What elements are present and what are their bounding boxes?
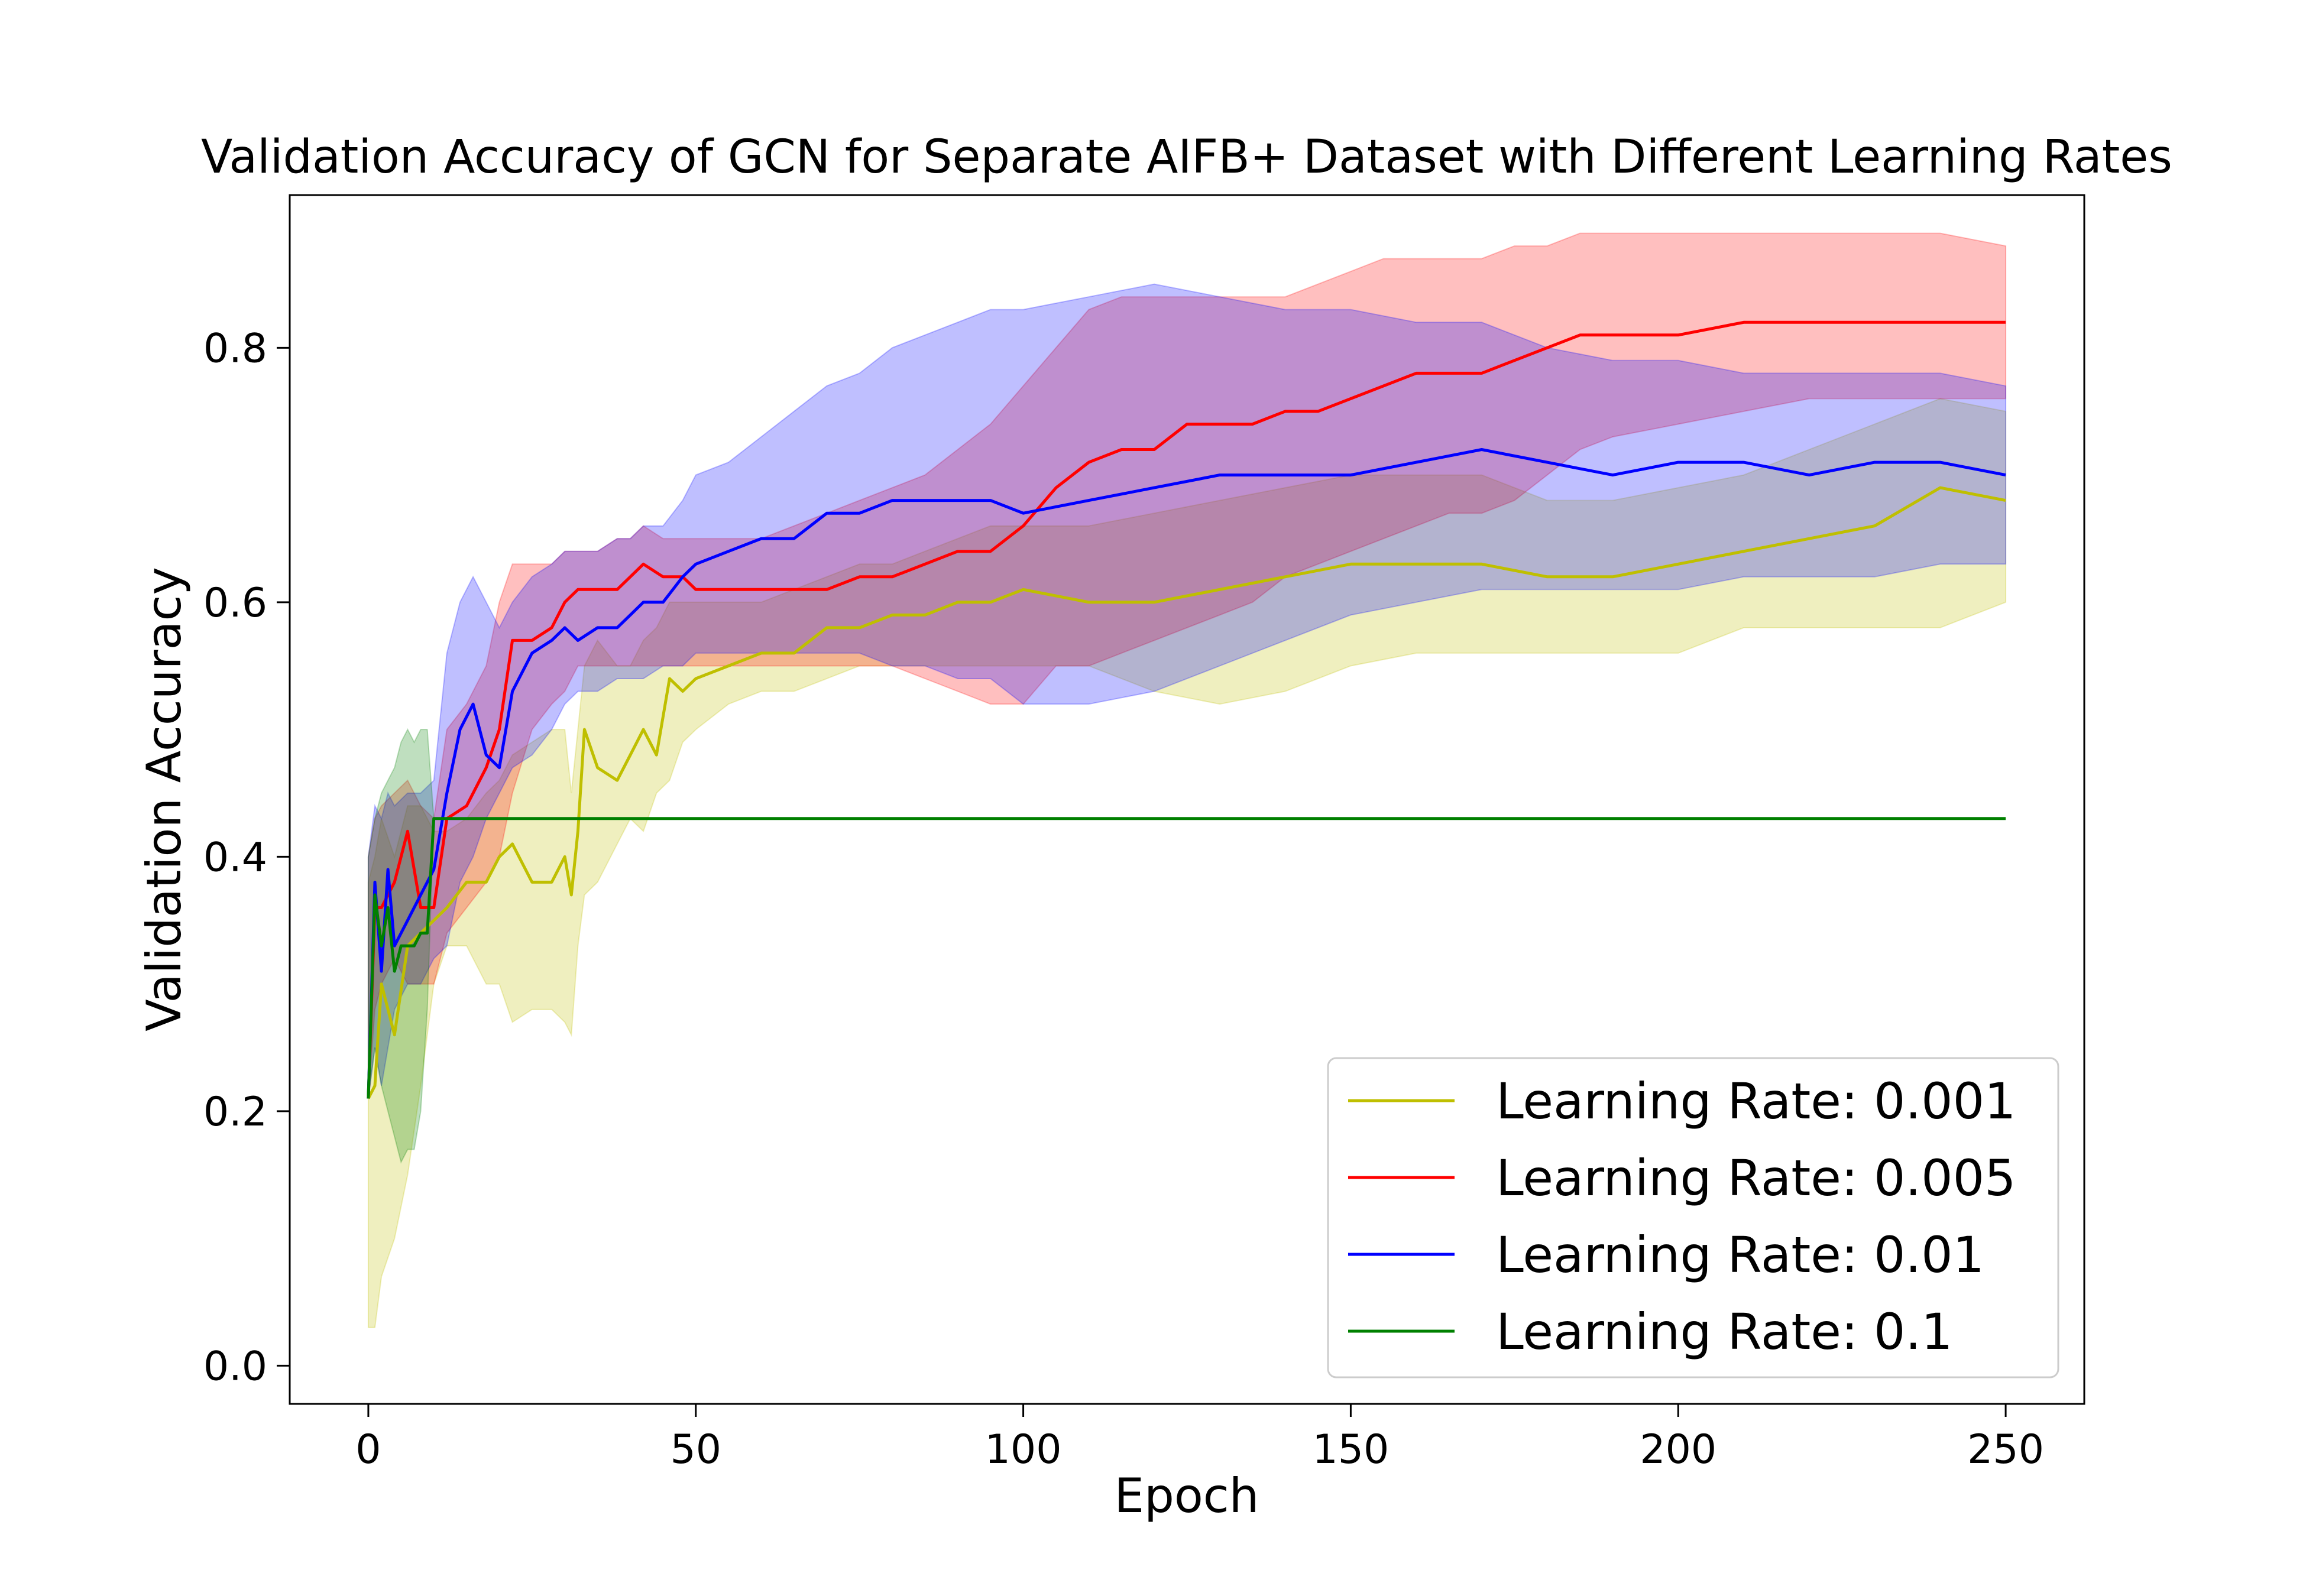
y-tick-label: 0.2 — [203, 1089, 267, 1136]
series-lines — [367, 320, 2006, 1099]
series-line-3 — [367, 817, 2006, 1099]
series-line-0 — [367, 486, 2006, 1099]
legend-box — [1327, 1057, 2059, 1378]
y-tick-label: 0.6 — [203, 580, 267, 627]
series-band-1 — [367, 232, 2007, 1099]
legend-label-0: Learning Rate: 0.001 — [1496, 1072, 2016, 1130]
x-tick-label: 250 — [1967, 1426, 2044, 1473]
legend-label-3: Learning Rate: 0.1 — [1496, 1303, 1953, 1361]
legend-label-2: Learning Rate: 0.01 — [1496, 1226, 1984, 1284]
x-tick-label: 50 — [670, 1426, 721, 1473]
x-axis-label: Epoch — [1115, 1468, 1259, 1523]
chart-title: Validation Accuracy of GCN for Separate … — [201, 131, 2172, 184]
confidence-bands — [367, 232, 2007, 1328]
series-line-2 — [367, 448, 2006, 1099]
y-axis-label: Validation Accuracy — [137, 567, 192, 1031]
series-band-0 — [367, 398, 2007, 1328]
x-tick-label: 150 — [1313, 1426, 1390, 1473]
legend: Learning Rate: 0.001 Learning Rate: 0.005… — [1327, 1057, 2059, 1378]
x-axis-ticks: 0 50 100 150 200 250 — [355, 1404, 2044, 1473]
series-band-2 — [367, 283, 2007, 1099]
plot-frame — [289, 194, 2085, 1405]
series-line-1 — [367, 320, 2006, 1099]
legend-items: Learning Rate: 0.001 Learning Rate: 0.005… — [1348, 1072, 2016, 1361]
legend-label-1: Learning Rate: 0.005 — [1496, 1149, 2016, 1207]
y-tick-label: 0.8 — [203, 325, 267, 372]
y-axis-ticks: 0.0 0.2 0.4 0.6 0.8 — [203, 325, 290, 1390]
y-tick-label: 0.4 — [203, 834, 267, 881]
x-tick-label: 100 — [985, 1426, 1062, 1473]
y-tick-label: 0.0 — [203, 1343, 267, 1390]
x-tick-label: 0 — [355, 1426, 381, 1473]
x-tick-label: 200 — [1640, 1426, 1716, 1473]
